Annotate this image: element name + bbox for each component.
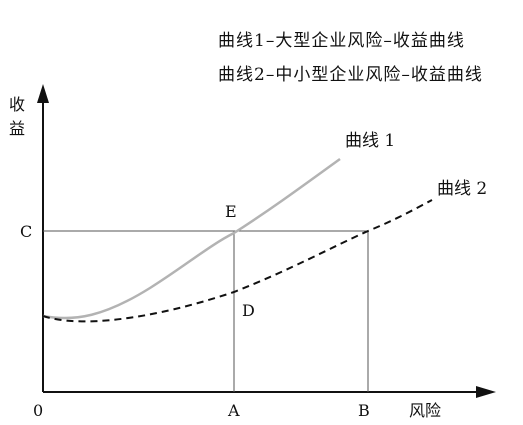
y-axis-label-char-1: 收 [9, 95, 25, 114]
y-axis-arrow-icon [37, 84, 49, 103]
curve-1 [42, 157, 341, 320]
point-label-b: B [358, 401, 370, 420]
point-label-e: E [225, 202, 237, 221]
x-axis-label: 风险 [409, 401, 441, 420]
origin-label: 0 [33, 401, 43, 420]
point-label-c: C [20, 222, 32, 241]
legend-curve-2: 曲线2–中小型企业风险–收益曲线 [218, 65, 483, 85]
point-label-d: D [242, 301, 255, 320]
point-label-a: A [227, 401, 240, 420]
legend-curve-1: 曲线1–大型企业风险–收益曲线 [218, 31, 465, 51]
curve-1-label: 曲线 1 [345, 131, 395, 151]
curve-2-label: 曲线 2 [437, 179, 487, 199]
x-axis-arrow-icon [476, 386, 496, 398]
y-axis-label-char-2: 益 [9, 119, 25, 138]
curve-2 [42, 199, 433, 323]
